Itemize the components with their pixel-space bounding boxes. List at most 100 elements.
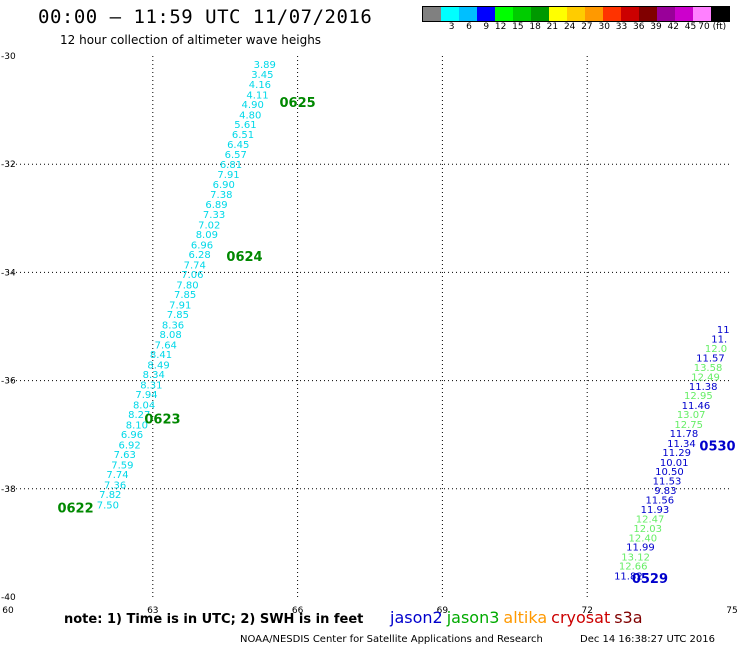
color-scale-cell xyxy=(693,7,711,21)
y-tick-label: -38 xyxy=(1,485,16,495)
data-point-label: 11.82 xyxy=(614,571,643,582)
credit-text: NOAA/NESDIS Center for Satellite Applica… xyxy=(240,634,543,645)
chart-title: 00:00 – 11:59 UTC 11/07/2016 xyxy=(38,6,373,28)
color-scale-cell xyxy=(549,7,567,21)
data-point-label: 11 xyxy=(717,325,730,336)
data-point-label: 12.47 xyxy=(636,515,665,526)
data-point-label: 11.93 xyxy=(641,505,670,516)
data-point-label: 11.38 xyxy=(689,382,718,393)
data-point-label: 7.74 xyxy=(106,470,128,481)
color-scale-cell xyxy=(567,7,585,21)
color-scale-cell xyxy=(711,7,729,21)
data-point-label: 7.94 xyxy=(135,390,157,401)
time-annotation: 0530 xyxy=(699,440,735,455)
y-tick-label: -34 xyxy=(1,268,16,278)
data-point-label: 10.01 xyxy=(660,458,689,469)
x-tick-label: 69 xyxy=(437,606,449,616)
color-scale-label: 24 xyxy=(563,22,576,32)
x-tick-label: 72 xyxy=(581,606,592,616)
color-scale-cell xyxy=(657,7,675,21)
color-scale-cell xyxy=(495,7,513,21)
time-annotation: 0622 xyxy=(57,502,93,517)
data-point-label: 7.50 xyxy=(97,500,119,511)
data-point-label: 12.40 xyxy=(629,533,658,544)
data-point-label: 7.02 xyxy=(198,220,220,231)
color-scale-label: 33 xyxy=(615,22,628,32)
data-point-label: 4.80 xyxy=(239,110,261,121)
data-point-label: 12.03 xyxy=(633,524,662,535)
color-scale-cell xyxy=(423,7,441,21)
data-point-label: 7.64 xyxy=(155,340,177,351)
data-point-label: 3.45 xyxy=(251,70,273,81)
data-point-label: 8.36 xyxy=(162,320,184,331)
x-tick-label: 60 xyxy=(2,606,14,616)
color-scale-cell xyxy=(441,7,459,21)
data-point-label: 11.56 xyxy=(645,496,674,507)
data-point-label: 11.46 xyxy=(682,401,711,412)
satellite-legend-jason3: jason3 xyxy=(446,608,500,627)
data-point-label: 8.31 xyxy=(140,380,162,391)
color-scale-cell xyxy=(675,7,693,21)
color-scale-label: 21 xyxy=(546,22,559,32)
data-point-label: 7.82 xyxy=(99,490,121,501)
color-scale-cell xyxy=(531,7,549,21)
data-point-label: 7.74 xyxy=(184,260,206,271)
data-point-label: 4.16 xyxy=(249,80,271,91)
color-scale-cell xyxy=(603,7,621,21)
color-scale-cell xyxy=(585,7,603,21)
satellite-legend-jason2: jason2 xyxy=(390,608,443,627)
footer-note: note: 1) Time is in UTC; 2) SWH is in fe… xyxy=(64,612,364,627)
color-scale-label: 39 xyxy=(650,22,662,32)
data-point-label: 7.85 xyxy=(174,290,196,301)
data-point-label: 7.33 xyxy=(203,210,225,221)
data-point-label: 12.0 xyxy=(705,344,727,355)
color-scale-bar xyxy=(422,6,730,22)
color-scale-label: 42 xyxy=(667,22,679,32)
x-tick-label: 66 xyxy=(292,606,304,616)
satellite-legend-altika: altika xyxy=(503,608,548,627)
data-point-label: 7.91 xyxy=(217,170,239,181)
time-annotation: 0529 xyxy=(632,572,668,587)
data-point-label: 13.07 xyxy=(677,410,706,421)
data-point-label: 7.06 xyxy=(181,270,203,281)
color-scale-label: 36 xyxy=(633,22,645,32)
data-point-label: 8.49 xyxy=(147,360,169,371)
data-point-label: 7.59 xyxy=(111,460,133,471)
data-point-label: 8.27 xyxy=(128,410,150,421)
color-scale-label: 45 xyxy=(684,22,697,32)
data-point-label: 7.91 xyxy=(169,300,191,311)
data-point-label: 5.61 xyxy=(234,120,256,131)
y-tick-label: -40 xyxy=(1,593,16,603)
color-scale-label: 30 xyxy=(598,22,610,32)
data-point-label: 10.50 xyxy=(655,467,684,478)
data-point-label: 7.38 xyxy=(210,190,232,201)
color-scale-label: 9 xyxy=(483,22,490,32)
data-point-label: 12.49 xyxy=(691,372,720,383)
color-scale-label: 15 xyxy=(512,22,524,32)
data-point-label: 11.34 xyxy=(667,439,696,450)
data-point-label: 12.66 xyxy=(619,562,648,573)
chart-subtitle: 12 hour collection of altimeter wave hei… xyxy=(60,33,322,47)
data-point-label: 4.90 xyxy=(242,100,264,111)
satellite-legend-cryosat: cryosat xyxy=(551,608,611,627)
color-scale-cell xyxy=(621,7,639,21)
y-tick-label: -30 xyxy=(1,52,16,62)
color-scale-labels: 3 6 9 12 15 18 21 24 27 30 33 36 39 42 45 70 (ft) xyxy=(422,22,728,34)
data-point-label: 7.80 xyxy=(176,280,198,291)
satellite-legend-s3a: s3a xyxy=(614,608,643,627)
data-point-label: 4.11 xyxy=(246,90,268,101)
data-point-label: 13.12 xyxy=(621,552,650,563)
data-point-label: 9.83 xyxy=(654,486,676,497)
data-point-label: 12.75 xyxy=(674,420,703,431)
color-scale-cell xyxy=(459,7,477,21)
data-point-label: 11.78 xyxy=(670,429,699,440)
data-point-label: 3.89 xyxy=(254,60,276,71)
data-point-label: 8.04 xyxy=(133,400,155,411)
data-point-label: 8.41 xyxy=(150,350,172,361)
x-tick-label: 63 xyxy=(147,606,158,616)
data-point-label: 6.96 xyxy=(121,430,143,441)
time-annotation: 0624 xyxy=(226,250,262,265)
time-annotation: 0623 xyxy=(144,412,180,427)
color-scale-label: 6 xyxy=(466,22,472,32)
